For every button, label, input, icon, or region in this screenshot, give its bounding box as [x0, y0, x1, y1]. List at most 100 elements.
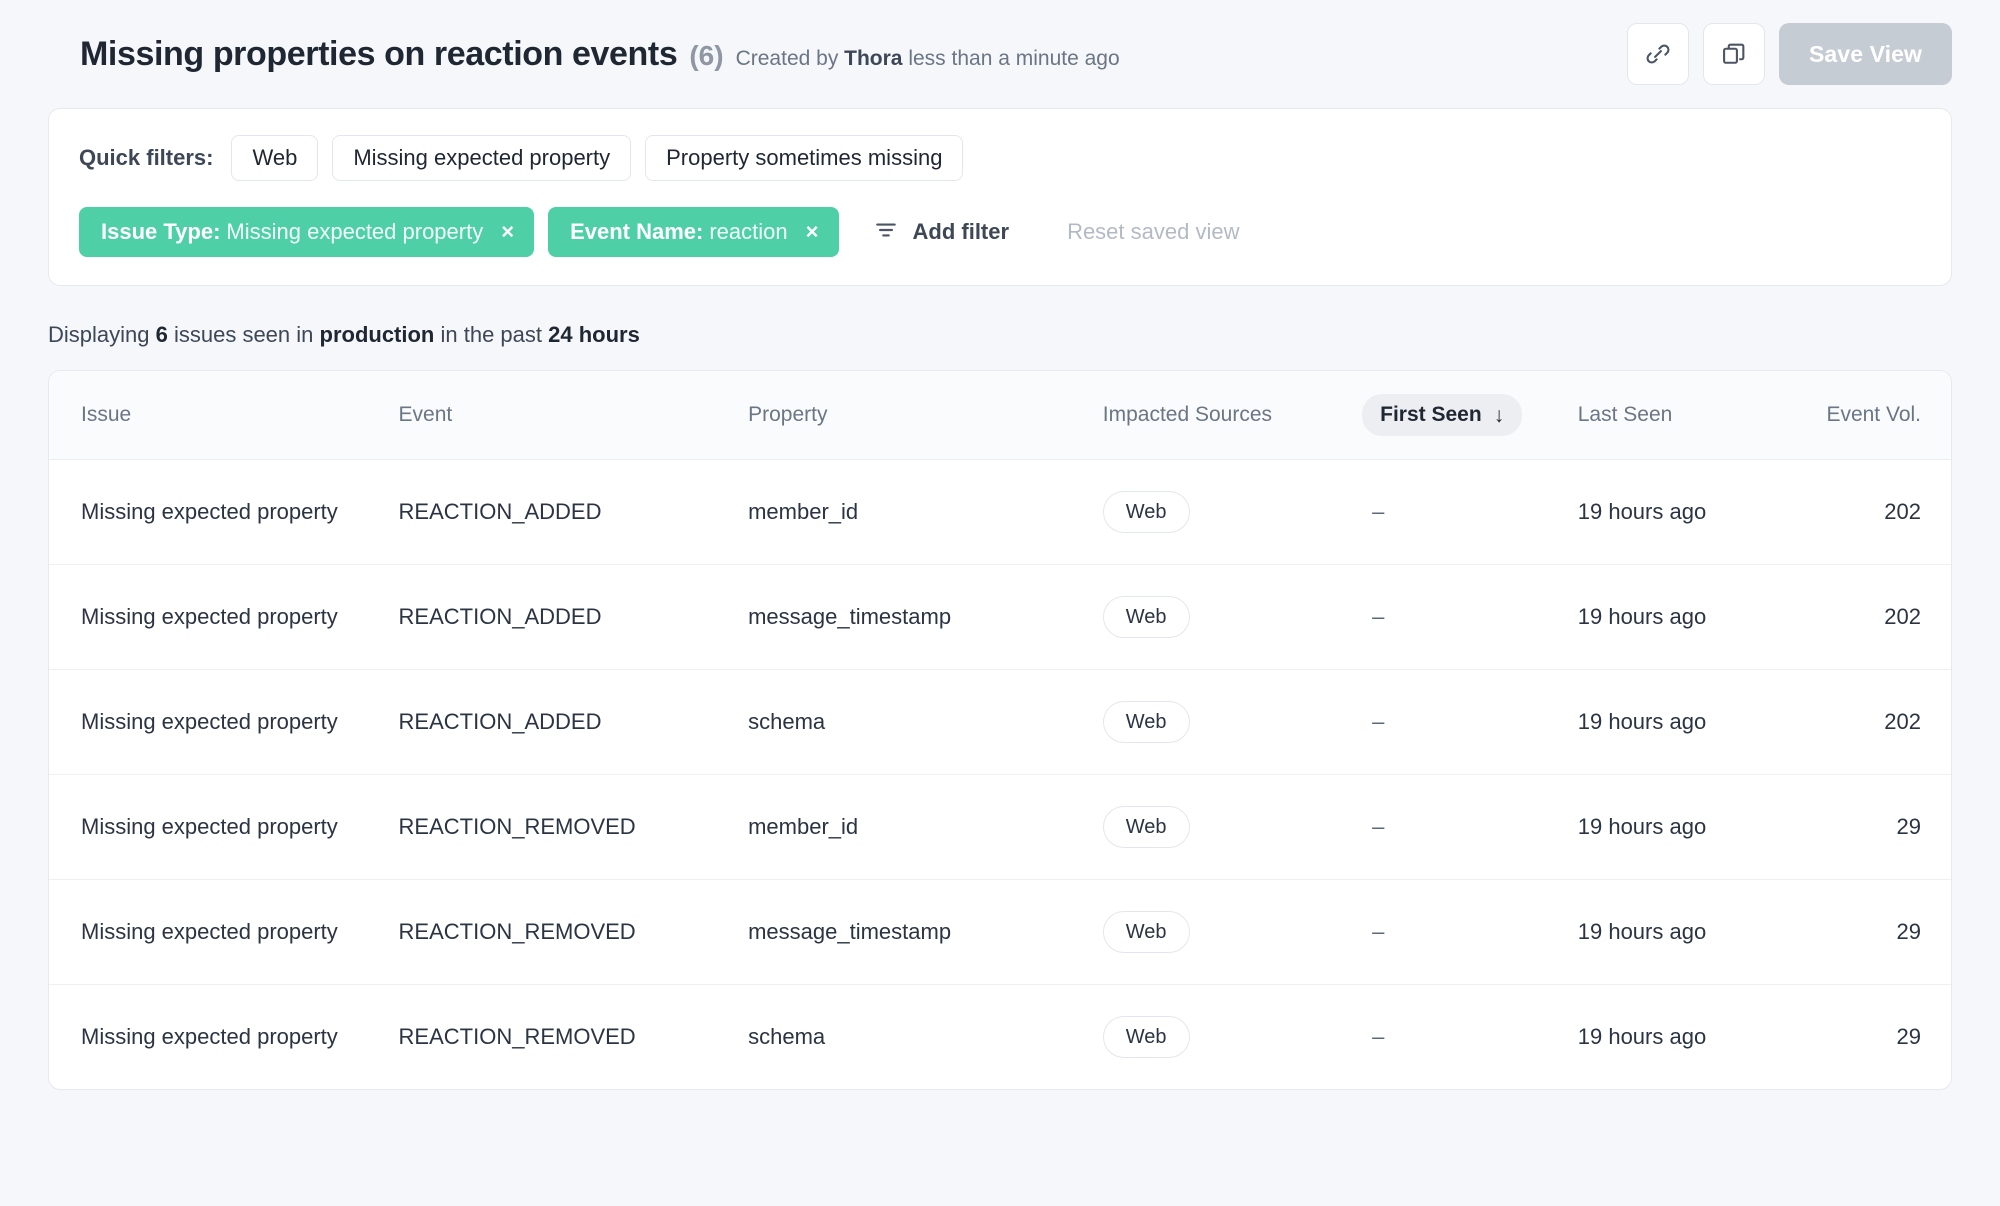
sort-pill-first-seen[interactable]: First Seen ↓ [1362, 394, 1523, 436]
cell-issue: Missing expected property [81, 1024, 338, 1049]
cell-event-volume: 29 [1896, 1024, 1921, 1049]
active-filter-key: Issue Type: [101, 219, 221, 244]
summary-mid: issues seen in [167, 322, 320, 347]
header-title-group: Missing properties on reaction events (6… [80, 35, 1627, 74]
copy-link-button[interactable] [1626, 23, 1689, 85]
cell-last-seen: 19 hours ago [1577, 669, 1784, 775]
source-badge[interactable]: Web [1102, 596, 1190, 638]
cell-impacted-sources: Web [1102, 774, 1373, 880]
table-row[interactable]: Missing expected property REACTION_REMOV… [49, 879, 1951, 985]
first-seen-value: – [1372, 604, 1385, 629]
active-filter-key: Event Name: [570, 219, 704, 244]
page-title: Missing properties on reaction events [80, 34, 678, 73]
cell-property: member_id [748, 774, 1103, 880]
results-summary: Displaying 6 issues seen in production i… [48, 322, 1952, 348]
duplicate-view-button[interactable] [1702, 23, 1765, 85]
cell-first-seen: – [1372, 879, 1578, 985]
source-badge[interactable]: Web [1102, 806, 1190, 848]
table-row[interactable]: Missing expected property REACTION_ADDED… [49, 564, 1951, 670]
cell-last-seen: 19 hours ago [1577, 564, 1784, 670]
filter-icon [873, 217, 899, 248]
column-header-event[interactable]: Event [398, 371, 749, 460]
quick-filters-row: Quick filters: Web Missing expected prop… [79, 135, 1921, 181]
remove-filter-icon[interactable]: × [805, 219, 819, 244]
cell-event: REACTION_REMOVED [398, 774, 749, 880]
cell-impacted-sources: Web [1102, 985, 1372, 1090]
issues-table: Issue Event Property Impacted Sources Fi… [49, 371, 1951, 1089]
created-suffix: less than a minute ago [902, 46, 1120, 70]
cell-first-seen: – [1372, 459, 1578, 565]
first-seen-value: – [1372, 919, 1385, 944]
quick-filter-missing-expected-property[interactable]: Missing expected property [332, 135, 632, 181]
cell-impacted-sources: Web [1102, 564, 1373, 670]
summary-prefix: Displaying [48, 322, 156, 347]
quick-filters-label: Quick filters: [79, 145, 214, 170]
cell-issue: Missing expected property [49, 879, 399, 985]
cell-issue: Missing expected property [49, 459, 399, 565]
cell-event-volume: 202 [1783, 669, 1951, 775]
save-view-button[interactable]: Save View [1778, 23, 1952, 85]
cell-issue: Missing expected property [49, 774, 399, 880]
quick-filter-web[interactable]: Web [231, 135, 319, 181]
table-header-row: Issue Event Property Impacted Sources Fi… [49, 371, 1951, 460]
column-header-last-seen[interactable]: Last Seen [1577, 371, 1784, 460]
source-badge[interactable]: Web [1102, 491, 1190, 533]
reset-saved-view-button[interactable]: Reset saved view [1067, 219, 1240, 244]
source-badge[interactable]: Web [1102, 911, 1190, 953]
first-seen-value: – [1372, 499, 1385, 524]
source-badge[interactable]: Web [1102, 1016, 1190, 1058]
table-row[interactable]: Missing expected property REACTION_REMOV… [49, 985, 1951, 1090]
cell-event: REACTION_ADDED [398, 669, 749, 775]
active-filter-value: Missing expected property [226, 219, 484, 244]
source-badge[interactable]: Web [1102, 701, 1190, 743]
summary-timeframe: 24 hours [548, 322, 640, 347]
cell-last-seen: 19 hours ago [1577, 774, 1784, 880]
cell-event-volume: 29 [1783, 879, 1951, 985]
cell-property: message_timestamp [748, 564, 1103, 670]
cell-event: REACTION_REMOVED [398, 1024, 636, 1049]
table-row[interactable]: Missing expected property REACTION_REMOV… [49, 774, 1951, 880]
cell-property: member_id [748, 459, 1103, 565]
table-row[interactable]: Missing expected property REACTION_ADDED… [49, 459, 1951, 565]
first-seen-value: – [1372, 709, 1385, 734]
cell-last-seen: 19 hours ago [1577, 459, 1784, 565]
cell-event: REACTION_ADDED [398, 459, 749, 565]
header-actions: Save View [1626, 23, 1952, 85]
cell-impacted-sources: Web [1102, 669, 1373, 775]
page-header: Missing properties on reaction events (6… [0, 0, 2000, 108]
cell-first-seen: – [1372, 985, 1578, 1090]
cell-issue: Missing expected property [49, 669, 399, 775]
cell-first-seen: – [1372, 774, 1578, 880]
cell-property: schema [748, 669, 1103, 775]
column-header-property[interactable]: Property [748, 371, 1103, 460]
active-filter-issue-type[interactable]: Issue Type: Missing expected property × [79, 207, 535, 257]
summary-count: 6 [155, 322, 168, 347]
quick-filter-property-sometimes-missing[interactable]: Property sometimes missing [645, 135, 964, 181]
remove-filter-icon[interactable]: × [501, 219, 515, 244]
column-header-first-seen[interactable]: First Seen ↓ [1362, 371, 1578, 460]
cell-first-seen: – [1372, 564, 1578, 670]
column-header-event-vol[interactable]: Event Vol. [1783, 371, 1951, 460]
first-seen-value: – [1372, 814, 1385, 839]
cell-event-volume: 202 [1783, 564, 1951, 670]
sort-pill-label: First Seen [1380, 403, 1482, 426]
created-by-name: Thora [844, 46, 903, 70]
column-header-issue[interactable]: Issue [49, 371, 399, 460]
issues-table-card: Issue Event Property Impacted Sources Fi… [48, 370, 1952, 1090]
column-header-impacted-sources[interactable]: Impacted Sources [1102, 371, 1373, 460]
summary-environment: production [319, 322, 435, 347]
cell-event: REACTION_ADDED [398, 564, 749, 670]
cell-last-seen: 19 hours ago [1577, 1024, 1707, 1049]
copy-icon [1720, 40, 1748, 68]
active-filter-event-name[interactable]: Event Name: reaction × [548, 207, 839, 257]
created-prefix: Created by [735, 46, 845, 70]
table-body: Missing expected property REACTION_ADDED… [49, 459, 1951, 1090]
table-head: Issue Event Property Impacted Sources Fi… [49, 371, 1951, 460]
cell-last-seen: 19 hours ago [1577, 879, 1784, 985]
add-filter-button[interactable]: Add filter [873, 217, 1009, 248]
table-row[interactable]: Missing expected property REACTION_ADDED… [49, 669, 1951, 775]
summary-mid2: in the past [434, 322, 549, 347]
sort-descending-icon: ↓ [1493, 403, 1505, 427]
cell-event-volume: 29 [1783, 774, 1951, 880]
cell-event-volume: 202 [1783, 459, 1951, 565]
